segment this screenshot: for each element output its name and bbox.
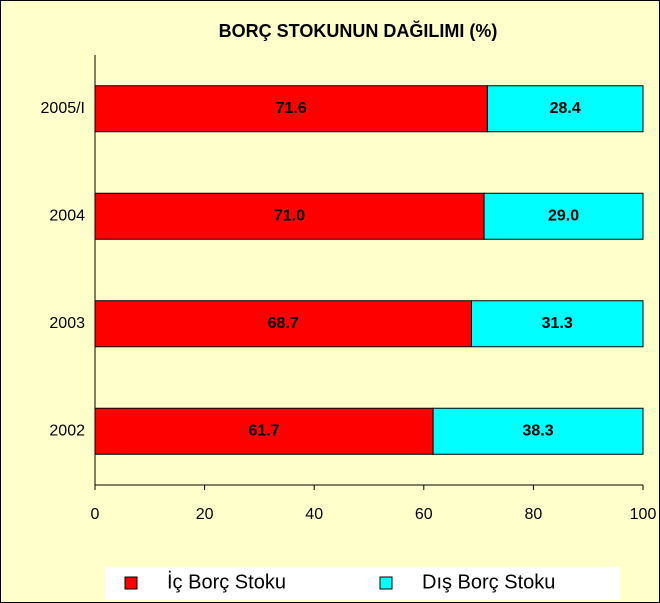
x-tick-label: 100 [630,506,657,523]
data-label: 71.6 [276,100,307,117]
legend-box [105,567,620,600]
chart-title: BORÇ STOKUNUN DAĞILIMI (%) [219,20,498,41]
y-tick-label: 2004 [49,207,85,224]
data-label: 31.3 [542,315,573,332]
bar-segment [432,407,644,455]
legend-label: İç Borç Stoku [167,570,286,593]
x-tick-label: 80 [525,506,543,523]
bar-segment [486,85,644,133]
bar-segment [470,300,644,348]
bar-segment [94,300,472,348]
data-label: 38.3 [522,422,553,439]
x-tick-label: 0 [91,506,100,523]
x-tick-label: 40 [305,506,323,523]
y-tick-label: 2005/I [41,100,85,117]
data-label: 61.7 [248,422,279,439]
legend-swatch [124,576,138,590]
bar-segment [483,192,644,240]
data-label: 68.7 [268,315,299,332]
legend-label: Dış Borç Stoku [422,571,555,593]
y-tick-label: 2003 [49,315,85,332]
legend-swatch [379,576,393,590]
x-tick-label: 20 [196,506,214,523]
y-tick-label: 2002 [49,422,85,439]
x-tick-label: 60 [415,506,433,523]
data-label: 28.4 [550,100,581,117]
bar-segment [94,85,488,133]
bar-segment [94,192,485,240]
data-label: 71.0 [274,207,305,224]
data-label: 29.0 [548,207,579,224]
